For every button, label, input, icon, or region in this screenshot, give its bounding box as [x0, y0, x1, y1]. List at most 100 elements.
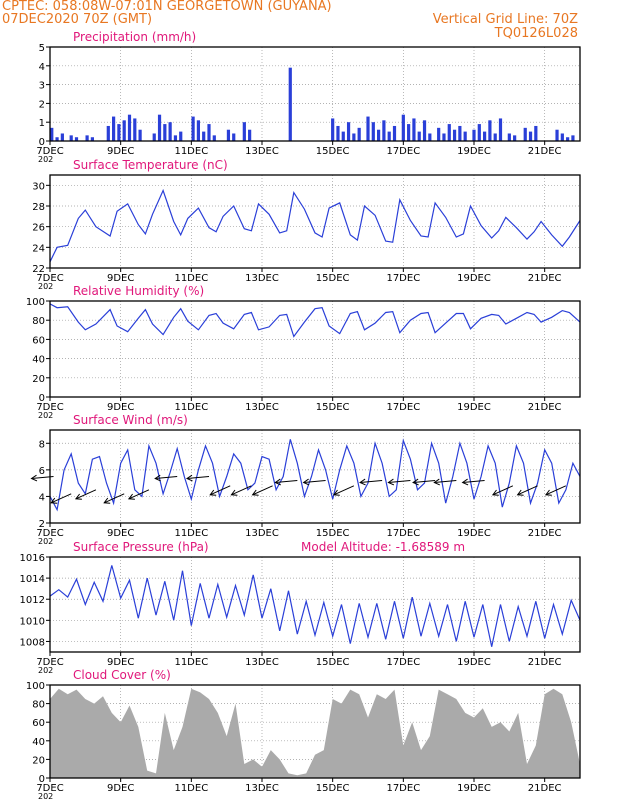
precip-bar	[207, 124, 211, 141]
precip-bar	[493, 133, 497, 141]
y-tick-label: 5	[39, 43, 45, 54]
wind-arrow-head	[50, 497, 58, 504]
precip-bar	[85, 135, 89, 141]
precip-bar	[507, 133, 511, 141]
y-tick-label: 60	[32, 718, 45, 729]
precip-bar	[173, 135, 178, 141]
y-tick-label: 6	[39, 466, 45, 477]
precip-bar	[152, 133, 156, 141]
y-tick-label: 1014	[20, 574, 45, 585]
y-tick-label: 1012	[20, 595, 45, 606]
precip-bar	[288, 67, 292, 141]
x-tick-label: 19DEC	[457, 528, 491, 539]
year-fragment: 202	[38, 155, 53, 164]
precip-bar	[371, 122, 375, 141]
panel-title: Surface Temperature (nC)	[73, 158, 228, 172]
precip-bar	[133, 118, 137, 141]
wind-arrow	[333, 485, 355, 496]
x-tick-label: 7DEC	[36, 657, 63, 668]
wind-arrow-head	[251, 489, 259, 496]
model-altitude-note: Model Altitude: -1.68589 m	[301, 540, 465, 554]
precip-bar	[566, 137, 570, 141]
precip-bar	[447, 124, 451, 141]
precip-bar	[202, 131, 206, 141]
x-tick-label: 17DEC	[386, 657, 420, 668]
panel-title: Surface Wind (m/s)	[73, 413, 188, 427]
precip-bar	[498, 118, 503, 141]
vertical-grid-note: Vertical Grid Line: 70Z	[432, 12, 578, 27]
x-tick-label: 11DEC	[174, 528, 208, 539]
precip-bar	[555, 129, 559, 141]
wind-arrow-head	[30, 474, 38, 482]
x-tick-label: 7DEC	[36, 146, 63, 157]
x-tick-label: 17DEC	[386, 146, 420, 157]
precip-bar	[452, 129, 457, 141]
x-tick-label: 11DEC	[174, 657, 208, 668]
x-tick-label: 19DEC	[457, 783, 491, 794]
y-tick-label: 1010	[20, 616, 45, 627]
x-tick-label: 17DEC	[386, 273, 420, 284]
x-tick-label: 15DEC	[316, 146, 350, 157]
wind-arrow	[303, 479, 326, 483]
x-tick-label: 13DEC	[245, 402, 279, 413]
wind-arrow	[517, 485, 538, 496]
x-tick-label: 15DEC	[316, 657, 350, 668]
precip-bar	[463, 131, 467, 141]
y-tick-label: 22	[32, 264, 45, 275]
x-tick-label: 9DEC	[107, 273, 134, 284]
x-tick-label: 15DEC	[316, 273, 350, 284]
x-tick-label: 9DEC	[107, 783, 134, 794]
wind-arrow-head	[544, 489, 552, 496]
precip-bar	[392, 125, 397, 141]
wind-arrow-head	[302, 478, 310, 486]
precip-bar	[336, 125, 340, 141]
precip-bar	[341, 131, 345, 141]
model-code: TQ0126L028	[494, 26, 578, 41]
wind-arrow-head	[433, 478, 440, 486]
precip-bar	[122, 120, 126, 141]
station-title: CPTEC: 058:08W-07:01N GEORGETOWN (GUYANA…	[2, 0, 332, 14]
x-tick-label: 21DEC	[528, 402, 562, 413]
panel-frame	[49, 46, 581, 142]
x-tick-label: 19DEC	[457, 402, 491, 413]
y-tick-label: 100	[26, 681, 45, 692]
precip-bar	[127, 114, 132, 141]
y-tick-label: 40	[32, 355, 45, 366]
precip-bar	[513, 135, 517, 141]
series-line	[49, 565, 581, 647]
year-fragment: 202	[38, 666, 53, 675]
precip-bar	[387, 131, 391, 141]
x-tick-label: 17DEC	[386, 402, 420, 413]
wind-arrow	[231, 485, 252, 496]
x-tick-label: 9DEC	[107, 146, 134, 157]
x-tick-label: 13DEC	[245, 146, 279, 157]
y-tick-label: 1	[39, 118, 45, 129]
panel-title: Cloud Cover (%)	[73, 668, 171, 682]
wind-arrow	[50, 493, 72, 504]
y-tick-label: 20	[32, 755, 45, 766]
y-tick-label: 8	[39, 439, 45, 450]
wind-arrow-head	[185, 474, 193, 482]
precip-bar	[157, 114, 162, 141]
wind-arrow	[186, 476, 210, 479]
precip-bar	[248, 129, 252, 141]
precip-bar	[483, 131, 487, 141]
y-tick-label: 2	[39, 99, 45, 110]
chart-header: CPTEC: 058:08W-07:01N GEORGETOWN (GUYANA…	[0, 0, 618, 46]
precip-bar	[442, 133, 446, 141]
precip-bar	[55, 137, 59, 141]
precip-bar	[382, 120, 386, 141]
wind-arrow-head	[516, 489, 524, 496]
y-tick-label: 3	[39, 81, 45, 92]
y-tick-label: 2	[39, 519, 45, 530]
year-fragment: 202	[38, 792, 53, 800]
precip-bar	[179, 131, 183, 141]
wind-arrow-head	[230, 489, 238, 496]
x-tick-label: 15DEC	[316, 783, 350, 794]
precip-bar	[377, 129, 381, 141]
x-tick-label: 11DEC	[174, 783, 208, 794]
wind-arrow-head	[127, 493, 135, 500]
x-tick-label: 11DEC	[174, 402, 208, 413]
wind-arrow-head	[387, 478, 395, 486]
